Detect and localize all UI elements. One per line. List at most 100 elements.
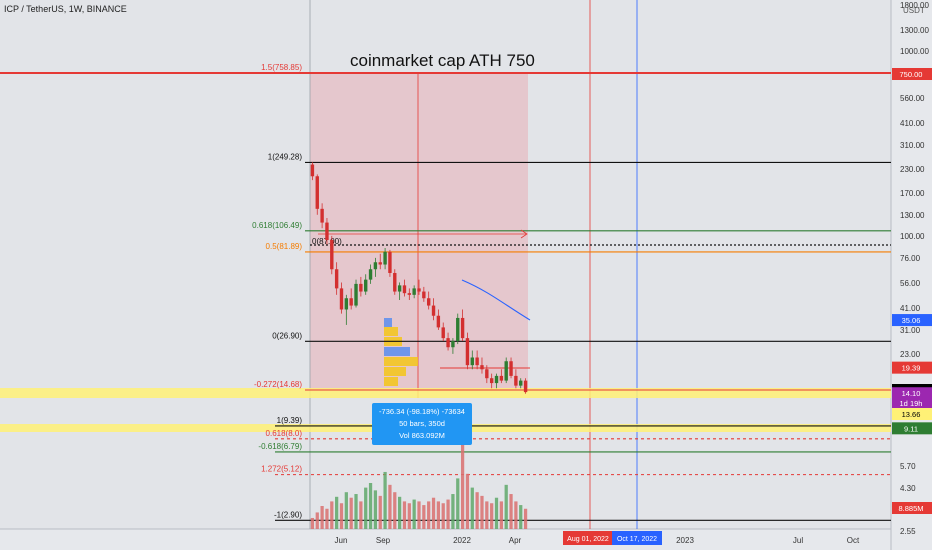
price-tag-box[interactable] [892,387,932,400]
candle-body [412,288,416,295]
volume-bar [460,437,465,529]
volume-bar [417,501,421,529]
volume-bar [330,501,334,529]
volume-bar [490,503,494,529]
fib-label-7: 0.618(8.0) [266,429,303,438]
ath-annotation[interactable]: coinmarket cap ATH 750 [350,51,535,70]
price-tick-label: 2.55 [900,527,916,536]
measure-line-1: -736.34 (-98.18%) -73634 [379,407,465,416]
price-tick-label: 1300.00 [900,26,929,35]
time-tick-label: Apr [509,536,522,545]
price-tag-box[interactable] [892,422,932,435]
volume-bar [514,501,518,529]
candle-body [514,375,518,386]
candle-body [431,305,436,316]
volume-bar [412,499,416,529]
volume-bar [519,505,523,529]
candle-body [509,361,513,376]
candle-body [334,269,339,289]
volume-bar [388,484,392,529]
volume-bar [320,506,324,529]
volume-bar [485,501,489,529]
price-tag-box[interactable] [892,314,932,327]
price-tick-label: 170.00 [900,189,925,198]
price-tick-label: 560.00 [900,94,925,103]
trend-arrow-head [520,229,528,239]
volume-bar [407,503,411,529]
fib-label-0: 1.5(758.85) [261,63,302,72]
price-tag-box[interactable] [892,502,932,514]
volume-bar [315,512,319,529]
volume-bar [441,503,445,529]
candle-body [354,283,358,306]
volume-bar [475,492,479,529]
volume-bar [504,484,508,529]
fib-label-4: 0(26.90) [272,331,302,340]
symbol-title: ICP / TetherUS, 1W, BINANCE [4,4,127,14]
price-tick-label: 230.00 [900,165,925,174]
price-tag-label: 1d 19h [900,399,923,408]
candle-body [504,361,508,381]
price-tag-label: 19.39 [902,364,921,373]
time-axis-panel[interactable] [0,529,891,550]
candle-body [489,378,494,384]
volume-bar [431,497,436,529]
date-tag-label: Oct 17, 2022 [617,536,657,543]
price-tick-label: 410.00 [900,119,925,128]
price-tag-box[interactable] [892,68,932,80]
volume-bar [402,501,407,529]
candle-body [388,251,392,273]
date-tag-box[interactable] [612,531,662,545]
fib-label-6: 1(9.39) [277,416,303,425]
volume-bar [368,483,373,529]
candle-body [368,269,373,280]
candle-body [393,272,397,292]
fib-label-8: -0.618(6.79) [258,442,302,451]
candle-body [310,164,315,177]
volume-bar [427,501,431,529]
time-tick-label: Oct [847,536,860,545]
candle-body [315,176,319,209]
volume-profile-bar-1 [384,327,398,336]
volume-bar [465,473,470,529]
date-tag-box[interactable] [563,531,613,545]
candle-body [480,365,484,370]
price-tick-label: 56.00 [900,279,921,288]
price-tick-label: 1000.00 [900,47,929,56]
candle-body [456,317,460,342]
candle-body [451,341,455,348]
candle-body [523,380,528,393]
volume-bar [344,492,348,529]
price-tag-box[interactable] [892,361,932,374]
volume-bar [325,508,329,529]
candle-body [402,285,407,294]
volume-bar [480,495,484,529]
price-tick-label: 4.30 [900,484,916,493]
fib-label-10: -1(2.90) [274,510,302,519]
price-tag-label: 35.06 [902,316,921,325]
candle-body [407,293,412,295]
measure-tooltip[interactable]: -736.34 (-98.18%) -73634 50 bars, 350d V… [372,403,472,445]
volume-bar [422,505,426,529]
measure-line-3: Vol 863.092M [399,431,445,440]
volume-bar [398,496,402,529]
volume-profile-bar-4 [384,357,418,366]
date-tag-label: Aug 01, 2022 [567,536,609,543]
support-band-upper [0,388,891,398]
candle-body [373,262,378,270]
time-tick-label: Sep [376,536,391,545]
candle-body [422,291,426,299]
candle-body [519,380,523,386]
price-axis-panel[interactable] [891,0,932,550]
price-tag-box[interactable] [892,408,932,420]
candle-body [446,338,450,348]
volume-bar [456,478,460,529]
price-tag-box[interactable] [892,397,932,409]
measure-line-2: 50 bars, 350d [399,419,445,428]
volume-bar [310,517,315,529]
price-tag-label: 9.11 [904,424,918,433]
candle-body [499,375,504,381]
fib-label-1: 1(249.28) [268,152,303,161]
